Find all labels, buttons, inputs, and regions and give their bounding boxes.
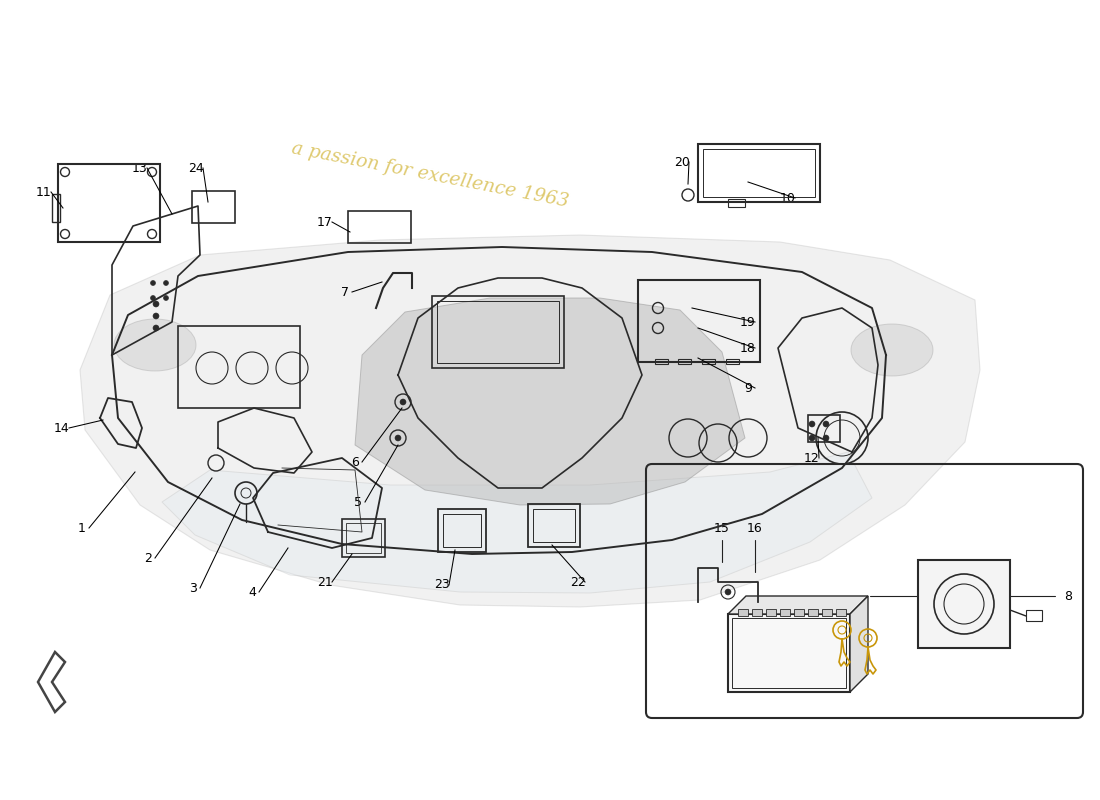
Circle shape — [153, 313, 159, 319]
Text: 3: 3 — [189, 582, 197, 594]
Circle shape — [164, 281, 168, 286]
Bar — [678, 359, 691, 364]
Text: 12: 12 — [804, 451, 820, 465]
Bar — [1026, 610, 1042, 621]
Text: 7: 7 — [341, 286, 349, 298]
Text: 21: 21 — [317, 575, 333, 589]
Text: 23: 23 — [434, 578, 450, 591]
Text: 17: 17 — [317, 215, 333, 229]
Text: 4: 4 — [249, 586, 256, 598]
Circle shape — [164, 295, 168, 301]
Text: 15: 15 — [714, 522, 730, 534]
Text: 16: 16 — [747, 522, 763, 534]
Text: 18: 18 — [740, 342, 756, 354]
Bar — [702, 359, 715, 364]
Text: 13: 13 — [132, 162, 147, 174]
Text: 19: 19 — [740, 315, 756, 329]
Bar — [738, 609, 748, 616]
Circle shape — [153, 325, 159, 331]
Bar — [534, 509, 575, 542]
Bar — [437, 301, 559, 363]
Polygon shape — [162, 452, 872, 593]
Circle shape — [395, 435, 402, 441]
Ellipse shape — [851, 324, 933, 376]
Polygon shape — [355, 298, 745, 505]
Bar — [836, 609, 846, 616]
Text: 1: 1 — [78, 522, 86, 534]
Bar — [822, 609, 832, 616]
Bar — [342, 519, 385, 557]
Bar — [728, 614, 850, 692]
Polygon shape — [728, 596, 868, 614]
Text: 22: 22 — [570, 575, 586, 589]
Bar — [348, 211, 411, 243]
Text: 24: 24 — [188, 162, 204, 174]
Circle shape — [725, 589, 732, 595]
Circle shape — [808, 421, 815, 427]
Bar — [528, 504, 580, 547]
Circle shape — [151, 281, 155, 286]
Bar — [438, 509, 486, 552]
Polygon shape — [39, 652, 65, 712]
Circle shape — [400, 399, 406, 405]
Bar — [192, 191, 235, 223]
Bar — [178, 326, 300, 408]
Circle shape — [808, 435, 815, 441]
Text: 20: 20 — [674, 155, 690, 169]
Text: 9: 9 — [744, 382, 752, 394]
Circle shape — [823, 421, 829, 427]
Bar — [703, 149, 815, 197]
Text: a passion for excellence 1963: a passion for excellence 1963 — [290, 139, 570, 210]
Bar — [728, 199, 745, 207]
Text: 6: 6 — [351, 455, 359, 469]
Bar — [52, 194, 60, 222]
Bar — [918, 560, 1010, 648]
Bar — [808, 609, 818, 616]
Circle shape — [151, 295, 155, 301]
Text: 14: 14 — [54, 422, 70, 434]
Bar — [726, 359, 739, 364]
Bar — [346, 523, 381, 553]
Bar — [432, 296, 564, 368]
Bar — [794, 609, 804, 616]
Bar — [732, 618, 846, 688]
Text: 10: 10 — [780, 191, 796, 205]
Bar — [752, 609, 762, 616]
Polygon shape — [80, 235, 980, 607]
Text: 8: 8 — [1064, 590, 1072, 602]
Text: 2: 2 — [144, 551, 152, 565]
Bar — [766, 609, 775, 616]
Bar — [58, 164, 160, 242]
Circle shape — [823, 435, 829, 441]
Ellipse shape — [114, 319, 196, 371]
Bar — [808, 415, 840, 442]
Bar — [698, 144, 820, 202]
Bar — [443, 514, 481, 547]
Text: 5: 5 — [354, 495, 362, 509]
Bar — [638, 280, 760, 362]
Circle shape — [153, 301, 159, 307]
Text: 11: 11 — [36, 186, 52, 198]
Bar — [654, 359, 668, 364]
Bar — [780, 609, 790, 616]
Polygon shape — [850, 596, 868, 692]
